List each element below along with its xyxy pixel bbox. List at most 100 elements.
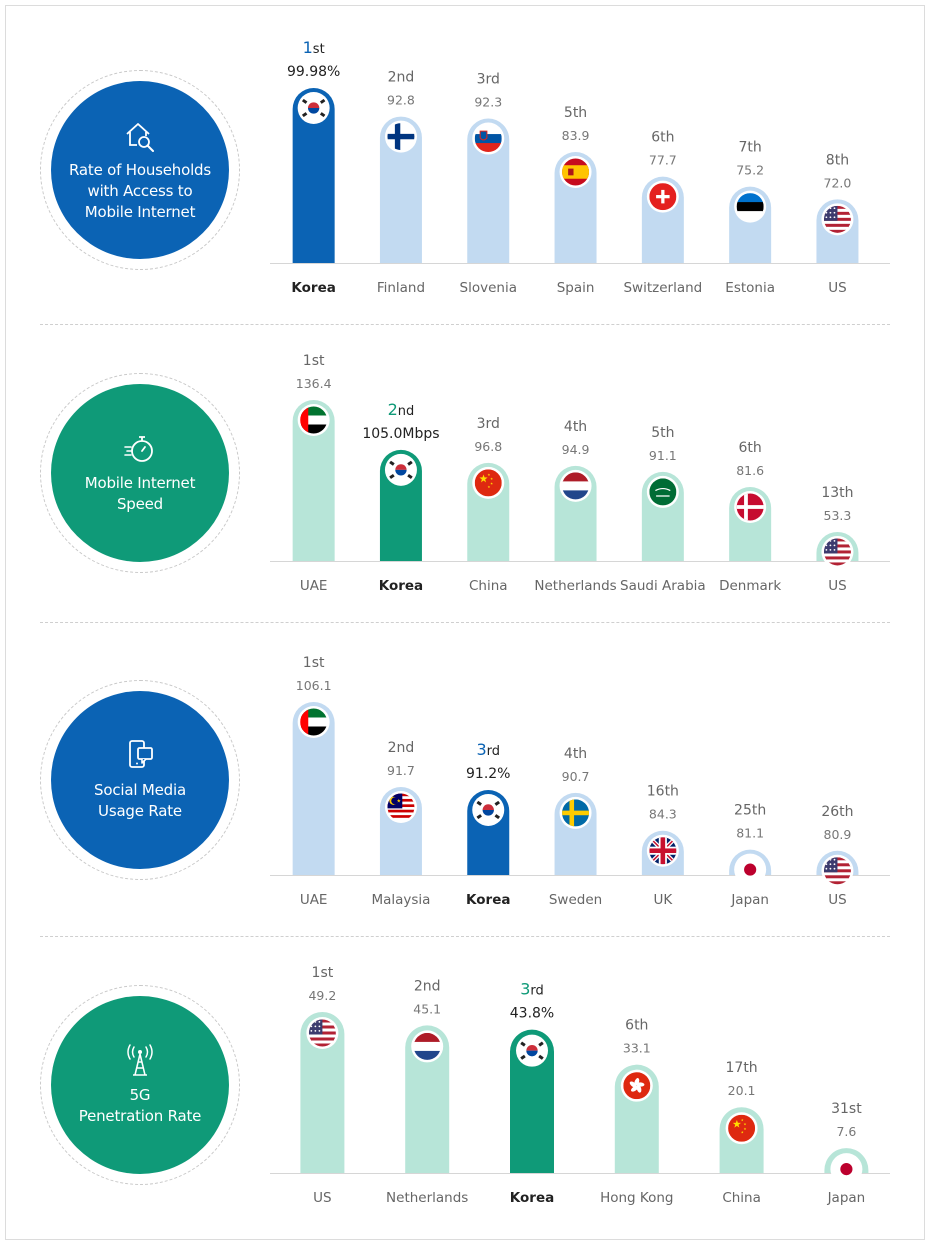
rank-label: 5th <box>651 425 674 441</box>
value-label: 91.1 <box>649 448 677 463</box>
category-title: 5G Penetration Rate <box>78 1086 202 1125</box>
rank-label: 4th <box>564 746 587 762</box>
bar-chart: 106.11stUAE91.72ndMalaysia91.2%3rdKorea9… <box>270 655 890 908</box>
bar-group: 75.2 7th Estonia <box>725 140 775 296</box>
bar <box>292 400 335 561</box>
bar-group: 49.2 1st US <box>300 965 345 1206</box>
rank-label: 6th <box>651 130 674 146</box>
category-label: Estonia <box>725 280 775 296</box>
section-divider <box>40 936 890 937</box>
category-label: Korea <box>466 892 510 908</box>
flag-icon <box>620 1069 653 1102</box>
flag-icon <box>725 1112 758 1145</box>
value-label: 7.6 <box>836 1124 856 1139</box>
rank-label: 1st <box>303 353 325 369</box>
bar-group: 80.9 26th US <box>816 804 859 908</box>
value-label: 96.8 <box>474 439 502 454</box>
bar-group: 7.6 31st Japan <box>824 1101 869 1206</box>
bar-group: 45.1 2nd Netherlands <box>386 978 468 1206</box>
rank-label: 1st <box>303 655 325 671</box>
category-label: Hong Kong <box>600 1190 673 1206</box>
flag-icon <box>297 706 330 738</box>
flag-icon <box>646 180 679 213</box>
bar-group: 33.1 6th Hong Kong <box>600 1018 673 1206</box>
house-search-icon <box>126 122 154 152</box>
value-label: 45.1 <box>413 1001 441 1016</box>
rank-label: 16th <box>647 784 679 800</box>
category-label: Netherlands <box>386 1190 468 1206</box>
value-label: 72.0 <box>824 175 852 190</box>
category-label: Denmark <box>719 578 781 594</box>
category-label: Sweden <box>549 892 602 908</box>
category-label: Switzerland <box>623 280 702 296</box>
panel-social: Social Media Usage Rate 106.1 1st UAE 91.7 2… <box>40 655 890 908</box>
bar <box>510 1029 554 1173</box>
category-circle: 5G Penetration Rate <box>51 996 229 1174</box>
bar-chart: 136.4 1st UAE 105.0Mbps 2nd Korea 96.8 3rd China… <box>270 353 890 594</box>
category-badge: Rate of Households with Access to Mobile… <box>40 70 240 270</box>
bar-chart: 99.98% 1st Korea 92.8 2nd Finland 92.3 3rd Slove… <box>270 38 890 296</box>
rank-label: 3rd <box>520 980 544 999</box>
rank-label: 2nd <box>388 740 415 756</box>
category-label: US <box>828 578 846 594</box>
stopwatch-icon <box>124 436 153 462</box>
category-label: US <box>828 280 846 296</box>
value-label: 83.9 <box>562 128 590 143</box>
flag-icon <box>821 854 854 887</box>
category-label: China <box>722 1190 761 1206</box>
flag-icon <box>821 203 854 236</box>
flag-icon <box>384 453 417 486</box>
flag-icon <box>472 793 505 826</box>
rank-label: 2nd <box>388 70 415 86</box>
flag-icon <box>297 404 330 436</box>
rank-label: 26th <box>821 804 853 820</box>
category-badge: 5G Penetration Rate <box>40 985 240 1185</box>
category-label: Saudi Arabia <box>620 578 706 594</box>
flag-icon <box>646 475 679 508</box>
section-divider <box>40 622 890 623</box>
flag-icon <box>559 155 592 188</box>
category-label: UAE <box>300 892 328 908</box>
bar <box>292 88 335 264</box>
value-label: 33.1 <box>623 1041 651 1056</box>
category-circle: Social Media Usage Rate <box>51 691 229 869</box>
category-label: Finland <box>377 280 425 296</box>
value-label: 77.7 <box>649 153 677 168</box>
value-label: 80.9 <box>824 827 852 842</box>
bar-group: 53.3 13th US <box>816 485 859 594</box>
bar-group: 77.7 6th Switzerland <box>623 130 702 296</box>
flag-icon <box>306 1017 339 1049</box>
flag-icon <box>297 92 330 124</box>
bar-group: 91.1 5th Saudi Arabia <box>620 425 706 594</box>
flag-icon <box>830 1153 863 1186</box>
category-circle: Mobile Internet Speed <box>51 384 229 562</box>
antenna-tower-icon <box>127 1044 153 1076</box>
panel-speed: Mobile Internet Speed 136.4 1st UAE 105.0Mb… <box>0 0 930 620</box>
bar <box>292 702 335 875</box>
value-label: 99.98% <box>287 64 340 80</box>
category-label: Korea <box>291 280 335 296</box>
category-title: Social Media Usage Rate <box>94 781 186 820</box>
bar-group: 84.3 16th UK <box>641 784 684 908</box>
value-label: 106.1 <box>296 678 332 693</box>
category-label: UK <box>653 892 673 908</box>
bar-group: 105.0Mbps 2nd Korea <box>362 400 439 594</box>
panel-households: Rate of Households with Access to Mobile… <box>0 0 930 320</box>
value-label: 105.0Mbps <box>362 426 439 442</box>
bar-group: 94.9 4th Netherlands <box>534 419 616 594</box>
value-label: 84.3 <box>649 807 677 822</box>
category-badge: Social Media Usage Rate <box>40 680 240 880</box>
bar-group: 81.6 6th Denmark <box>719 440 781 594</box>
flag-icon <box>384 120 417 153</box>
bar-group: 83.9 5th Spain <box>554 105 597 296</box>
bar-group: 96.8 3rd China <box>467 416 510 594</box>
flag-icon <box>559 796 592 829</box>
value-label: 20.1 <box>728 1083 756 1098</box>
value-label: 49.2 <box>308 988 336 1003</box>
chart-speed: 136.4 1st UAE 105.0Mbps 2nd Korea 96.8 3rd China… <box>270 0 890 620</box>
value-label: 90.7 <box>562 769 590 784</box>
rank-label: 25th <box>734 803 766 819</box>
category-circle: Rate of Households with Access to Mobile… <box>51 81 229 259</box>
bar-group: 92.3 3rd Slovenia <box>460 72 517 296</box>
value-label: 81.1 <box>736 826 764 841</box>
